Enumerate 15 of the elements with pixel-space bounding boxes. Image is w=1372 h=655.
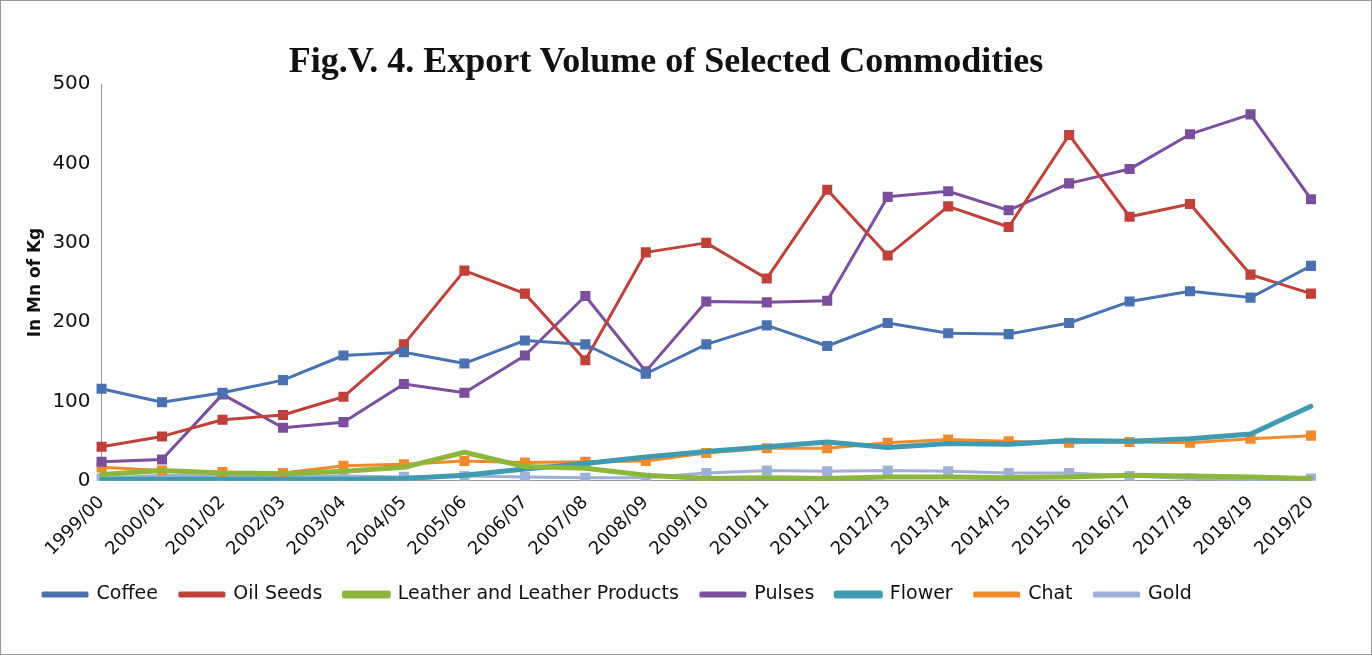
legend-label: Oil Seeds [233, 581, 323, 604]
y-tick-label: 0 [77, 467, 91, 492]
y-axis-title: In Mn of Kg [23, 227, 44, 338]
legend-label: Chat [1028, 581, 1073, 604]
y-tick-label: 100 [52, 387, 91, 412]
y-tick-label: 300 [52, 229, 91, 254]
legend-label: Pulses [754, 581, 815, 604]
legend-label: Coffee [96, 581, 158, 604]
chart-title: Fig.V. 4. Export Volume of Selected Commodities [288, 39, 1044, 80]
legend-label: Gold [1148, 581, 1192, 604]
y-tick-label: 200 [52, 308, 91, 333]
legend-label: Flower [889, 581, 953, 604]
y-tick-label: 400 [52, 149, 91, 174]
legend-label: Leather and Leather Products [397, 581, 679, 604]
y-tick-label: 500 [52, 70, 91, 95]
